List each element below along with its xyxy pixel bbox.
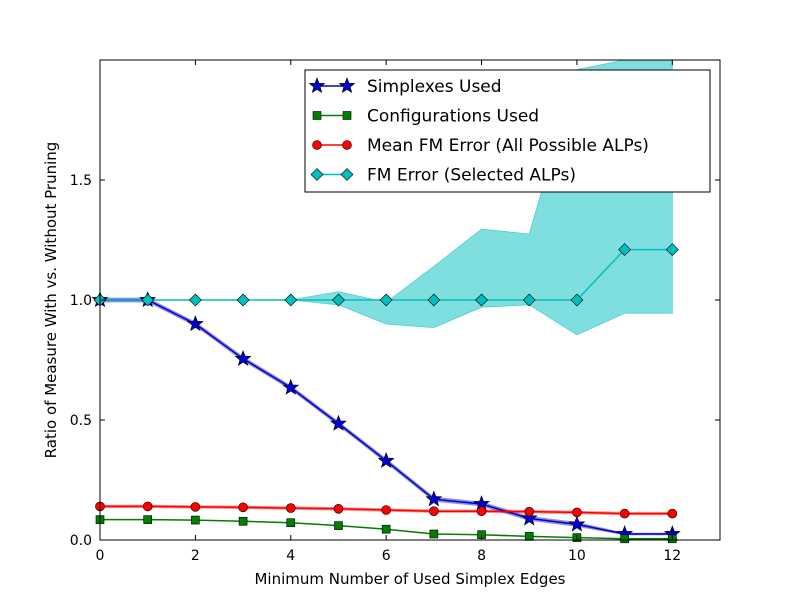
mean-fm-error-all-possible-alps-point [382,506,391,515]
configurations-used-point [191,516,199,524]
configurations-used-point [239,517,247,525]
mean-fm-error-all-possible-alps-point [143,502,152,511]
x-tick-label: 6 [382,548,391,564]
configurations-used-legend-marker [343,112,351,120]
configurations-used-point [525,532,533,540]
fm-error-selected-alps-point [237,294,249,306]
mean-fm-error-all-possible-alps-legend-marker [313,141,322,150]
x-tick-label: 8 [477,548,486,564]
mean-fm-error-all-possible-alps-point [286,504,295,513]
y-tick-label: 1.5 [70,173,92,189]
configurations-used-legend-marker [313,112,321,120]
y-tick-label: 0.0 [70,533,92,549]
mean-fm-error-all-possible-alps-legend-marker [343,141,352,150]
mean-fm-error-all-possible-alps-point [191,502,200,511]
x-tick-label: 4 [286,548,295,564]
y-axis-label: Ratio of Measure With vs. Without Prunin… [42,142,60,459]
configurations-used-point [430,530,438,538]
simplexes-used-legend-label: Simplexes Used [367,77,502,97]
x-axis-label: Minimum Number of Used Simplex Edges [254,570,565,588]
legend: Simplexes Used Configurations Used Mean FM… [305,70,710,192]
x-tick-label: 12 [663,548,681,564]
fm-error-selected-alps-point [189,294,201,306]
mean-fm-error-all-possible-alps-point [668,509,677,518]
mean-fm-error-all-possible-alps-point [572,508,581,517]
simplexes-used-point [569,516,584,530]
x-tick-label: 2 [191,548,200,564]
mean-fm-error-all-possible-alps-point [239,503,248,512]
mean-fm-error-all-possible-alps-legend-label: Mean FM Error (All Possible ALPs) [367,136,649,156]
configurations-used-point [621,535,629,543]
configurations-used-point [382,525,390,533]
y-tick-label: 1.0 [70,293,92,309]
y-tick-label: 0.5 [70,413,92,429]
mean-fm-error-all-possible-alps-point [429,507,438,516]
mean-fm-error-all-possible-alps-point [525,507,534,516]
configurations-used-point [144,516,152,524]
configurations-used-legend-label: Configurations Used [367,107,539,127]
fm-error-selected-alps-legend-label: FM Error (Selected ALPs) [367,166,576,186]
x-tick-label: 0 [96,548,105,564]
x-tick-label: 10 [568,548,586,564]
mean-fm-error-all-possible-alps-point [620,509,629,518]
configurations-used-point [334,522,342,530]
mean-fm-error-all-possible-alps-point [334,504,343,513]
simplexes-used-line [100,300,672,534]
simplexes-used-band [100,298,672,536]
mean-fm-error-all-possible-alps-point [477,507,486,516]
fm-error-selected-alps-point [285,294,297,306]
configurations-used-point [287,519,295,527]
